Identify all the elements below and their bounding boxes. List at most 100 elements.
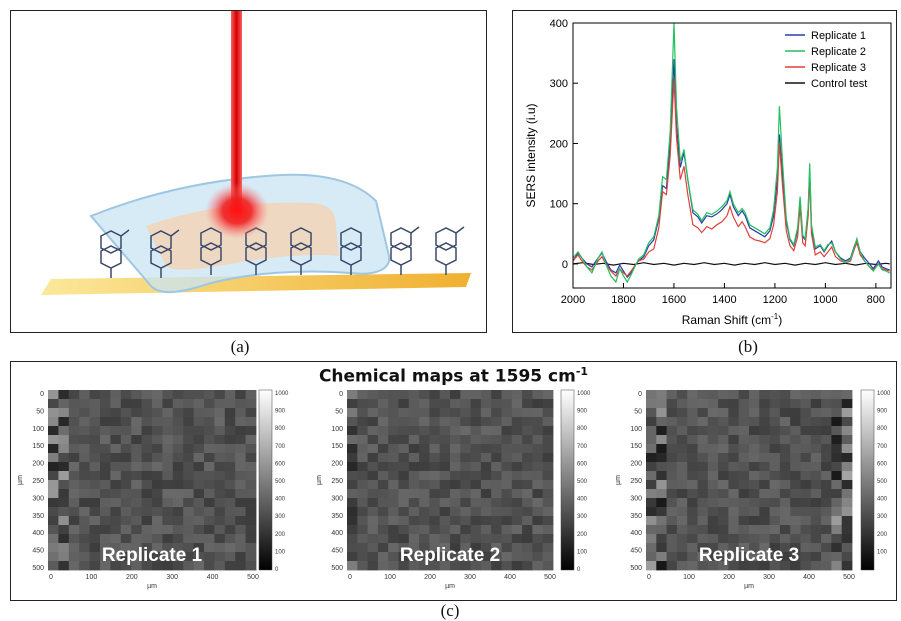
map-pixel [687,552,698,562]
map-pixel [800,534,812,544]
map-pixel [367,390,379,400]
map-pixel [58,471,70,481]
map-pixel [183,444,194,454]
map-pixel [522,444,533,454]
map-pixel [377,534,389,544]
map-pixel [542,399,554,409]
map-pixel [656,552,667,562]
map-pixel [480,507,492,517]
map-pixel [141,525,153,535]
map-pixel [511,480,523,490]
map-pixel [172,399,184,409]
map-pixel [779,552,791,562]
map-pixel [821,561,832,571]
map-pixel [131,471,142,481]
map-pixel [204,489,215,499]
map-pixel [429,498,441,508]
map-pixel [800,561,812,571]
map-pixel [367,480,379,490]
map-pixel [408,462,420,472]
map-pixel [522,462,533,472]
map-pixel [821,471,832,481]
map-pixel [48,453,59,463]
map-pixel [810,561,822,571]
map-pixel [439,552,451,562]
map-pixel [522,453,533,463]
map-pixel [666,408,678,418]
map-pixel [110,507,122,517]
map-pixel [728,453,740,463]
map-pixel [193,453,205,463]
map-pixel [511,543,523,553]
map-pixel [697,462,709,472]
map-pixel [79,399,90,409]
map-pixel [646,417,657,427]
map-pixel [183,462,194,472]
map-pixel [58,444,70,454]
map-pixel [511,507,523,517]
map-pixel [779,534,791,544]
map-pixel [480,417,492,427]
map-pixel [347,462,358,472]
map-pixel [831,435,843,445]
map-x-tick-label: 300 [464,574,476,581]
map-pixel [193,516,205,526]
map-pixel [821,534,832,544]
map-pixel [707,525,719,535]
map-pixel [58,426,70,436]
map-pixel [687,444,698,454]
map-pixel [522,543,533,553]
map-pixel [162,507,174,517]
map-pixel [193,480,205,490]
map-pixel [821,444,832,454]
map-pixel [110,552,122,562]
map-pixel [120,561,132,571]
map-pixel [68,507,80,517]
map-pixel [79,408,90,418]
map-pixel [501,543,513,553]
map-pixel [676,417,688,427]
map-pixel [480,552,492,562]
map-y-tick-label: 50 [634,408,642,415]
map-pixel [769,408,781,418]
map-pixel [100,435,111,445]
map-pixel [419,390,430,400]
map-pixel [204,480,215,490]
map-pixel [821,498,832,508]
map-pixel [450,426,461,436]
map-pixel [398,543,410,553]
map-pixel [666,480,678,490]
map-pixel [707,516,719,526]
map-pixel [357,390,368,400]
colorbar-tick-label: 800 [275,426,286,432]
map-pixel [48,390,59,400]
y-tick-label: 400 [550,18,568,30]
map-pixel [204,525,215,535]
map-y-tick-label: 0 [40,391,44,398]
map-pixel [697,507,709,517]
map-pixel [728,426,740,436]
map-pixel [235,498,246,508]
map-pixel [245,444,257,454]
map-pixel [347,534,358,544]
map-pixel [245,489,257,499]
map-pixel [193,426,205,436]
colorbar-tick-label: 500 [577,479,588,485]
colorbar-tick-label: 400 [877,497,888,503]
map-pixel [656,507,667,517]
map-pixel [769,498,781,508]
map-pixel [759,498,770,508]
map-pixel [769,552,781,562]
map-pixel [542,426,554,436]
map-pixel [193,498,205,508]
map-pixel [769,516,781,526]
map-pixel [89,399,101,409]
map-pixel [131,561,142,571]
legend-label: Replicate 2 [811,46,866,58]
map-pixel [214,498,226,508]
map-pixel [100,399,111,409]
map-pixel [398,480,410,490]
map-pixel [377,399,389,409]
map-pixel [470,516,482,526]
map-pixel [697,471,709,481]
